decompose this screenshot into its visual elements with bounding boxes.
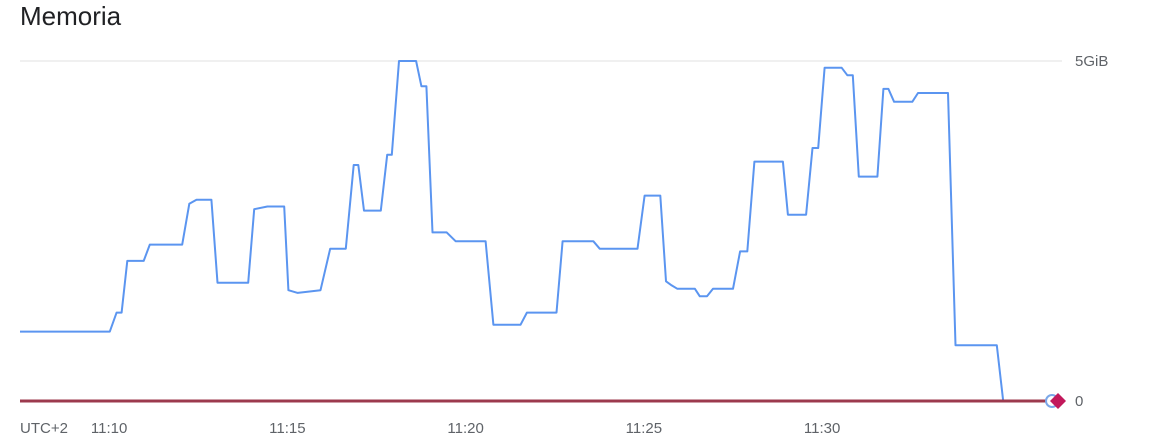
x-tick-label: 11:10 (91, 420, 127, 437)
x-tick-label: 11:30 (804, 420, 840, 437)
chart-title: Memoria (20, 1, 122, 31)
baseline-end-marker (1050, 393, 1066, 409)
series-line-0 (20, 60, 1013, 402)
series-layer (20, 60, 1056, 403)
axes: 0 5GiB UTC+2 11:10 11:15 11:20 11:25 11:30 (20, 53, 1108, 437)
markers (1045, 393, 1066, 409)
x-tick-label: 11:20 (447, 420, 483, 437)
x-tick-label: 11:25 (626, 420, 662, 437)
x-tick-label: 11:15 (269, 420, 305, 437)
y-tick-label: 0 (1075, 393, 1083, 410)
timezone-label: UTC+2 (20, 420, 68, 437)
y-tick-label: 5GiB (1075, 53, 1108, 70)
